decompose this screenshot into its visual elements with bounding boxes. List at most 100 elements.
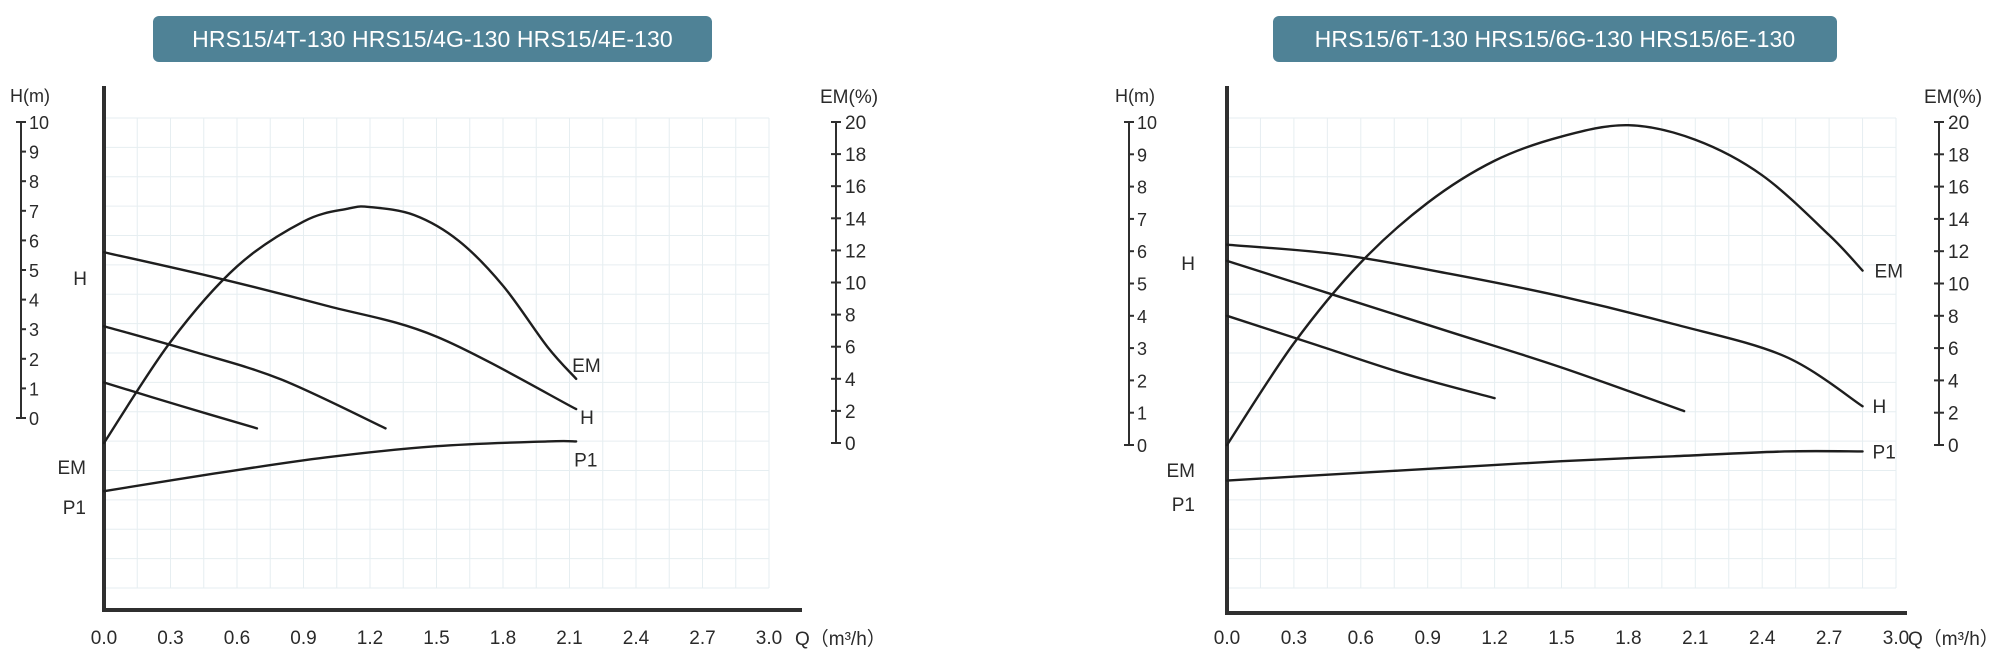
- em-tick-label: 8: [1948, 307, 1959, 328]
- x-tick-label: 0.3: [157, 628, 183, 649]
- em-tick-label: 18: [1948, 145, 1969, 166]
- grid: [1227, 117, 1897, 589]
- x-tick-label: 0.6: [1348, 628, 1374, 649]
- h-tick-label: 2: [1137, 371, 1147, 391]
- series-h: [1225, 243, 1864, 408]
- h-tick-label: 2: [29, 350, 39, 370]
- series-curve: [102, 325, 387, 430]
- series-p1: [102, 439, 578, 493]
- chart-panel-right: HRS15/6T-130 HRS15/6G-130 HRS15/6E-130 0…: [1003, 0, 2006, 666]
- em-tick-label: 14: [845, 209, 867, 230]
- em-end-label: EM: [1875, 262, 1904, 283]
- h-tick-label: 7: [29, 202, 39, 222]
- chart-title-banner: HRS15/6T-130 HRS15/6G-130 HRS15/6E-130: [1273, 16, 1837, 62]
- em-tick-label: 14: [1948, 210, 1970, 231]
- x-tick-label: 1.5: [423, 628, 449, 649]
- h-label: H: [1181, 254, 1195, 275]
- series-curve: [1225, 314, 1496, 400]
- x-axis-label: Q（m³/h）: [1908, 628, 1999, 650]
- h-tick-label: 7: [1137, 210, 1147, 230]
- em-tick-label: 4: [1948, 371, 1959, 392]
- series-curve: [102, 381, 259, 430]
- chart-title-banner: HRS15/4T-130 HRS15/4G-130 HRS15/4E-130: [153, 16, 712, 62]
- x-tick-label: 2.1: [556, 628, 582, 649]
- h-tick-label: 8: [29, 172, 39, 192]
- x-tick-label: 2.4: [1749, 628, 1776, 649]
- em-tick-label: 12: [1948, 242, 1969, 263]
- p1-end-label: P1: [1873, 442, 1896, 463]
- series-curve: [1225, 259, 1686, 413]
- p1-end-label: P1: [574, 450, 597, 471]
- h-tick-label: 9: [29, 143, 39, 163]
- em-tick-label: 0: [1948, 436, 1959, 457]
- h-tick-label: 5: [29, 261, 39, 281]
- em-tick-label: 6: [845, 338, 856, 359]
- p1-label: P1: [1172, 495, 1195, 516]
- x-tick-label: 1.8: [490, 628, 516, 649]
- series-p1: [1225, 449, 1864, 482]
- h-axis-line: [16, 121, 22, 419]
- h-tick-label: 10: [29, 113, 49, 133]
- x-tick-label: 0.0: [91, 628, 117, 649]
- series-em: [1225, 124, 1864, 447]
- x-tick-label: 0.9: [290, 628, 316, 649]
- h-tick-label: 6: [29, 231, 39, 251]
- x-tick-label: 0.3: [1281, 628, 1307, 649]
- series-em: [102, 205, 578, 445]
- h-tick-label: 0: [1137, 436, 1147, 456]
- h-tick-label: 10: [1137, 113, 1157, 133]
- x-tick-label: 2.1: [1682, 628, 1708, 649]
- h-tick-label: 4: [1137, 307, 1147, 327]
- em-tick-label: 2: [845, 402, 856, 423]
- h-tick-label: 8: [1137, 178, 1147, 198]
- h-tick-label: 1: [1137, 404, 1147, 424]
- x-tick-label: 0.0: [1214, 628, 1240, 649]
- x-tick-label: 0.9: [1414, 628, 1440, 649]
- em-tick-label: 8: [845, 306, 856, 327]
- x-tick-label: 2.7: [1816, 628, 1842, 649]
- h-tick-label: 3: [1137, 339, 1147, 359]
- h-label: H: [73, 269, 87, 290]
- em-tick-label: 12: [845, 241, 866, 262]
- x-axis-label: Q（m³/h）: [795, 628, 886, 650]
- h-tick-label: 6: [1137, 242, 1147, 262]
- x-tick-label: 1.2: [1481, 628, 1507, 649]
- p1-label: P1: [63, 498, 86, 519]
- h-end-label: H: [1873, 397, 1887, 418]
- chart-panel-left: HRS15/4T-130 HRS15/4G-130 HRS15/4E-130 0…: [0, 0, 1003, 666]
- h-end-label: H: [580, 408, 594, 429]
- h-axis-label: H(m): [10, 86, 50, 106]
- h-tick-label: 3: [29, 320, 39, 340]
- em-tick-label: 16: [845, 177, 866, 198]
- em-end-label: EM: [572, 356, 601, 377]
- x-tick-label: 1.2: [357, 628, 383, 649]
- h-tick-label: 9: [1137, 145, 1147, 165]
- x-tick-label: 0.6: [224, 628, 250, 649]
- em-tick-label: 20: [1948, 113, 1969, 134]
- h-axis-label: H(m): [1115, 86, 1155, 106]
- em-tick-label: 10: [1948, 275, 1969, 296]
- grid: [104, 117, 770, 589]
- x-tick-label: 1.8: [1615, 628, 1641, 649]
- h-tick-label: 0: [29, 409, 39, 429]
- em-tick-label: 18: [845, 145, 866, 166]
- em-tick-label: 20: [845, 113, 866, 134]
- series-h: [102, 251, 578, 411]
- chart-right: 0.0 0.3 0.6 0.9 1.2 1.5 1.8 2.1 2.4 2.7 3.0Q（m³/h）…: [1115, 86, 1999, 650]
- h-axis-line: [1124, 121, 1130, 446]
- em-label: EM: [58, 458, 87, 479]
- em-axis-label: EM(%): [1924, 87, 1982, 108]
- em-tick-label: 10: [845, 274, 866, 295]
- x-tick-label: 3.0: [756, 628, 782, 649]
- x-tick-label: 2.7: [689, 628, 715, 649]
- em-tick-label: 6: [1948, 339, 1959, 360]
- em-tick-label: 0: [845, 434, 856, 455]
- em-axis-label: EM(%): [820, 87, 878, 108]
- h-tick-label: 4: [29, 291, 39, 311]
- em-tick-label: 16: [1948, 178, 1969, 199]
- em-label: EM: [1167, 461, 1196, 482]
- x-tick-label: 3.0: [1883, 628, 1909, 649]
- em-tick-label: 4: [845, 370, 856, 391]
- x-tick-label: 1.5: [1548, 628, 1574, 649]
- chart-left: 0.0 0.3 0.6 0.9 1.2 1.5 1.8 2.1 2.4 2.7 3.0 Q（m³/h）…: [10, 86, 886, 650]
